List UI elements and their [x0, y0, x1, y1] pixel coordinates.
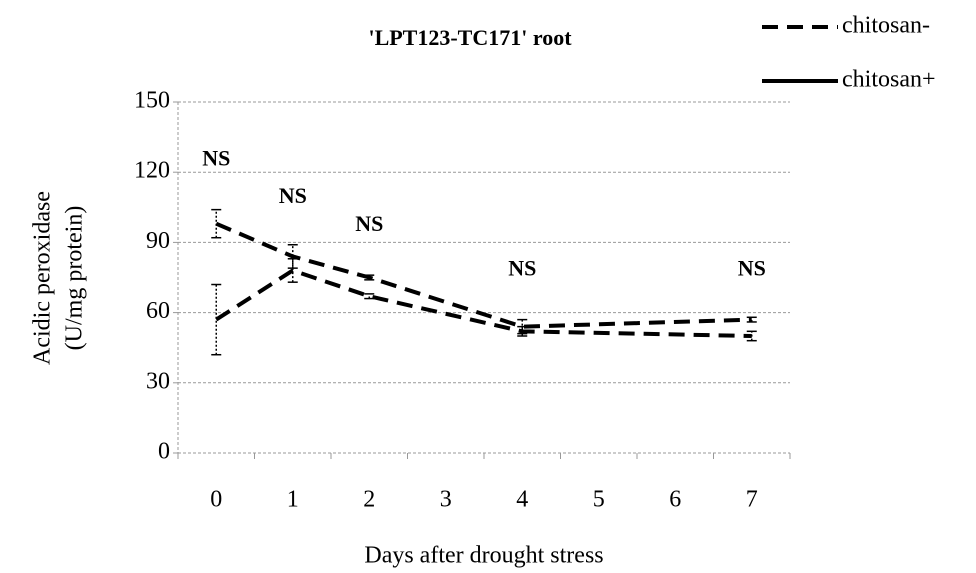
x-tick-label: 1: [287, 487, 299, 513]
y-tick-label: 60: [146, 298, 170, 324]
y-axis-label: (U/mg protein): [62, 206, 88, 351]
annotation: NS: [355, 211, 383, 236]
series-line: [215, 268, 752, 338]
annotation: NS: [508, 256, 536, 281]
annotation: NS: [202, 146, 230, 171]
x-tick-label: 5: [593, 487, 605, 513]
x-tick-label: 7: [746, 487, 758, 513]
y-tick-label: 0: [158, 439, 170, 465]
x-tick-label: 6: [669, 487, 681, 513]
series-line: [215, 221, 752, 329]
annotation: NS: [279, 183, 307, 208]
x-tick-label: 4: [516, 487, 528, 513]
x-tick-label: 0: [210, 487, 222, 513]
y-axis-label: Acidic peroxidase: [30, 191, 56, 365]
chart-title: 'LPT123-TC171' root: [368, 25, 572, 50]
x-axis-label: Days after drought stress: [364, 543, 603, 569]
y-tick-label: 150: [134, 88, 170, 114]
x-tick-label: 3: [440, 487, 452, 513]
x-tick-label: 2: [363, 487, 375, 513]
y-tick-label: 120: [134, 158, 170, 184]
legend-label: chitosan+: [842, 67, 936, 93]
annotation: NS: [738, 256, 766, 281]
legend-label: chitosan-: [842, 13, 930, 39]
y-tick-label: 30: [146, 368, 170, 394]
y-tick-label: 90: [146, 228, 170, 254]
